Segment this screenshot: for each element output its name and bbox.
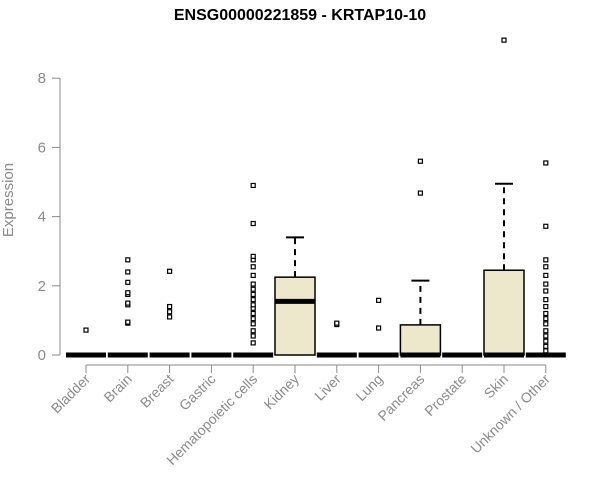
chart-title: ENSG00000221859 - KRTAP10-10 <box>173 7 427 24</box>
y-tick-label: 6 <box>38 139 46 156</box>
x-tick-label: Prostate <box>421 371 469 419</box>
box <box>399 324 442 356</box>
box-group <box>316 320 357 358</box>
outlier-point <box>250 328 256 334</box>
box-group <box>149 268 190 358</box>
x-tick-label: Breast <box>137 371 177 411</box>
outlier-point <box>417 190 423 196</box>
box-group <box>66 327 106 358</box>
x-tick-label: Brain <box>100 371 134 405</box>
outlier-point <box>376 325 382 331</box>
y-tick-label: 4 <box>38 209 46 226</box>
y-tick-label: 2 <box>38 278 46 295</box>
x-tick-label: Lung <box>352 371 385 404</box>
box <box>483 269 525 356</box>
box-group <box>483 37 525 358</box>
y-tick-label: 0 <box>38 347 46 364</box>
outlier-point <box>125 319 131 325</box>
y-tick-label: 8 <box>38 70 46 87</box>
outlier-point <box>250 291 256 298</box>
outlier-point <box>83 327 89 333</box>
outlier-point <box>250 272 256 279</box>
outlier-point <box>250 333 256 339</box>
outlier-point <box>543 160 549 166</box>
outlier-point <box>543 328 549 334</box>
outlier-point <box>543 343 549 349</box>
outlier-point <box>250 316 256 322</box>
outlier-point <box>167 303 173 310</box>
plot-area <box>66 37 566 358</box>
y-axis: 0 2 4 6 8 <box>38 70 61 364</box>
outlier-point <box>543 297 549 303</box>
outlier-point <box>250 182 256 189</box>
box-group <box>233 182 274 358</box>
outlier-point <box>543 348 549 354</box>
outlier-point <box>167 309 173 315</box>
outlier-point <box>125 257 131 263</box>
outlier-point <box>125 290 131 296</box>
x-tick-label: Bladder <box>48 371 94 417</box>
x-tick-label: Liver <box>311 371 344 404</box>
outlier-point <box>543 288 549 294</box>
outlier-point <box>543 333 549 339</box>
x-tick-label: Unknown / Other <box>467 371 553 457</box>
outlier-point <box>250 340 256 346</box>
outlier-point <box>250 302 256 308</box>
outlier-point <box>250 264 256 270</box>
outlier-point <box>543 316 549 322</box>
outlier-point <box>543 272 549 279</box>
outlier-point <box>417 158 423 164</box>
outlier-point <box>543 338 549 344</box>
outlier-point <box>543 310 549 317</box>
outlier-point <box>543 303 549 310</box>
x-tick-label: Skin <box>481 371 512 402</box>
outlier-point <box>250 253 256 259</box>
outlier-point <box>250 310 256 317</box>
box-group <box>107 257 148 358</box>
outlier-point <box>543 257 549 263</box>
outlier-point <box>250 220 256 227</box>
outlier-point <box>125 279 131 285</box>
outlier-point <box>334 320 340 326</box>
box-group <box>399 158 442 358</box>
outlier-point <box>543 321 549 327</box>
box-group <box>274 236 316 356</box>
outlier-point <box>125 300 131 306</box>
box-group <box>525 160 566 358</box>
outlier-point <box>250 297 256 303</box>
outlier-point <box>250 286 256 292</box>
box <box>274 276 316 356</box>
outlier-point <box>250 281 256 287</box>
outlier-point <box>167 268 173 274</box>
outlier-point <box>125 269 131 275</box>
x-tick-label: Kidney <box>261 371 303 413</box>
y-axis-label: Expression <box>0 163 17 237</box>
outlier-point <box>376 297 382 303</box>
outlier-point <box>543 264 549 270</box>
outlier-point <box>543 281 549 287</box>
outlier-point <box>543 223 549 229</box>
outlier-point <box>250 321 256 327</box>
box-group <box>358 297 399 358</box>
outlier-point <box>501 37 507 43</box>
outlier-point <box>167 314 173 320</box>
